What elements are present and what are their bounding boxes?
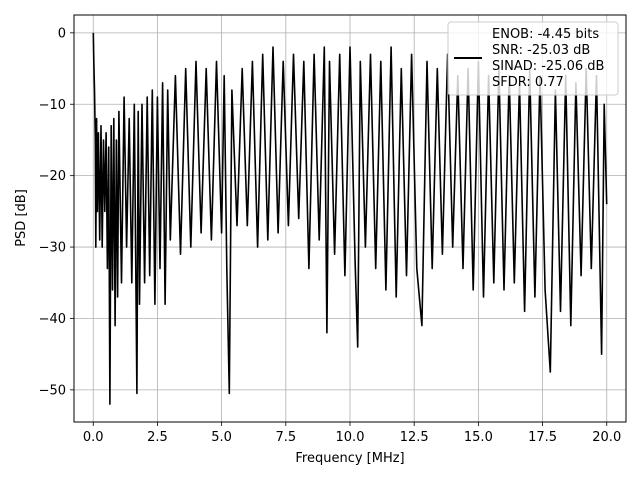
x-tick-label: 12.5 — [400, 430, 429, 445]
legend-entry-line-1: ENOB: -4.45 bits — [492, 27, 599, 42]
y-tick-label: −20 — [39, 169, 66, 184]
x-axis: 0.0 2.5 5.0 7.5 10.0 12.5 15.0 17.5 20.0 — [83, 422, 621, 445]
y-tick-label: −10 — [39, 98, 66, 113]
psd-series-line — [92, 32, 608, 405]
y-axis: 0 −10 −20 −30 −40 −50 — [39, 26, 74, 398]
legend: ENOB: -4.45 bits SNR: -25.03 dB SINAD: -… — [447, 21, 619, 96]
legend-entry-line-2: SNR: -25.03 dB — [492, 43, 590, 58]
x-tick-label: 2.5 — [147, 430, 168, 445]
x-tick-label: 20.0 — [592, 430, 621, 445]
legend-entry-line-3: SINAD: -25.06 dB — [492, 59, 604, 74]
x-tick-label: 5.0 — [211, 430, 232, 445]
legend-box — [447, 21, 619, 96]
y-tick-label: −50 — [39, 383, 66, 398]
y-tick-label: 0 — [58, 26, 66, 41]
x-tick-label: 10.0 — [336, 430, 365, 445]
x-tick-label: 15.0 — [464, 430, 493, 445]
y-tick-label: −30 — [39, 241, 66, 256]
legend-entry-line-4: SFDR: 0.77 — [492, 75, 564, 90]
series-layer — [92, 32, 608, 405]
y-tick-label: −40 — [39, 312, 66, 327]
x-tick-label: 7.5 — [275, 430, 296, 445]
x-axis-label: Frequency [MHz] — [295, 451, 404, 466]
x-tick-label: 0.0 — [83, 430, 104, 445]
x-tick-label: 17.5 — [528, 430, 557, 445]
y-axis-label: PSD [dB] — [14, 189, 29, 247]
plot-area — [92, 32, 608, 405]
